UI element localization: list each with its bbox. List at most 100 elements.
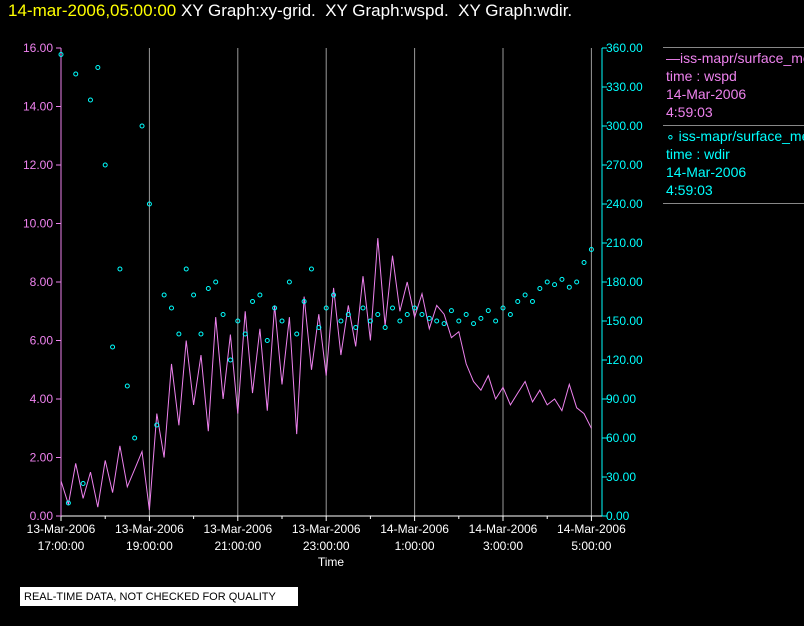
left-tick-label: 2.00 [30, 451, 54, 465]
series-wdir-point [493, 318, 499, 324]
x-tick-time: 5:00:00 [571, 539, 611, 553]
series-wdir-point [529, 299, 535, 304]
series-wdir-point [146, 201, 152, 207]
series-wdir-point [220, 312, 226, 317]
series-wdir-point [581, 260, 587, 265]
series-wdir-point [345, 312, 351, 317]
series-wdir-point [375, 312, 381, 317]
legend-wdir-time: 4:59:03 [666, 182, 713, 198]
series-wdir-point [537, 286, 543, 291]
right-tick-label: 330.00 [606, 80, 643, 94]
series-wdir-point [87, 97, 93, 103]
series-wdir-point [132, 435, 138, 441]
series-wdir-point [456, 318, 462, 324]
legend-divider [663, 203, 804, 204]
series-wdir-point [360, 305, 366, 311]
series-wdir-point [515, 299, 521, 304]
x-tick-date: 14-Mar-2006 [557, 522, 626, 536]
left-tick-label: 14.00 [23, 100, 53, 114]
legend-wdir-source: ∘ iss-mapr/surface_met [666, 128, 804, 144]
series-wdir-point [478, 315, 484, 321]
series-wdir-point [308, 266, 314, 272]
series-wdir-point [58, 52, 64, 57]
series-wdir-point [566, 284, 572, 290]
x-tick-time: 23:00:00 [303, 539, 350, 553]
legend-wdir-date: 14-Mar-2006 [666, 164, 747, 180]
right-tick-label: 150.00 [606, 314, 643, 328]
series-wdir-point [213, 279, 219, 285]
left-tick-label: 10.00 [23, 217, 53, 231]
x-tick-time: 1:00:00 [395, 539, 435, 553]
series-wdir-point [102, 162, 108, 168]
series-wdir-point [264, 338, 270, 343]
title-graphs: XY Graph:xy-grid. XY Graph:wspd. XY Grap… [176, 1, 573, 20]
series-wdir-point [257, 292, 263, 298]
series-wdir-point [250, 299, 256, 304]
left-tick-label: 8.00 [30, 275, 54, 289]
series-wdir-point [404, 312, 410, 317]
series-wdir-point [574, 279, 580, 285]
left-tick-label: 6.00 [30, 334, 54, 348]
series-wdir-point [507, 312, 513, 317]
x-tick-date: 13-Mar-2006 [292, 522, 361, 536]
legend-entry-wdir: ∘ iss-mapr/surface_met time : wdir 14-Ma… [663, 125, 804, 203]
series-wdir-point [272, 305, 278, 311]
x-tick-date: 13-Mar-2006 [115, 522, 184, 536]
x-tick-time: 3:00:00 [483, 539, 523, 553]
series-wspd-line [60, 238, 592, 511]
right-tick-label: 30.00 [606, 470, 636, 484]
left-tick-label: 12.00 [23, 158, 53, 172]
series-wdir-point [161, 292, 167, 298]
right-tick-label: 180.00 [606, 275, 643, 289]
legend: —iss-mapr/surface_met time : wspd 14-Mar… [663, 47, 804, 204]
series-wdir-point [471, 321, 477, 327]
x-tick-date: 13-Mar-2006 [27, 522, 96, 536]
series-wdir-point [397, 318, 403, 324]
x-tick-time: 17:00:00 [38, 539, 85, 553]
series-wdir-point [412, 305, 418, 311]
series-wdir-point [279, 318, 285, 324]
series-wdir-point [559, 276, 565, 282]
legend-wspd-time: 4:59:03 [666, 104, 713, 120]
series-wdir-point [338, 318, 344, 324]
series-wdir-point [191, 292, 197, 298]
series-wdir-point [124, 383, 130, 389]
series-wdir-point [117, 266, 123, 272]
x-axis-label: Time [318, 555, 345, 569]
series-wdir-point [441, 321, 447, 327]
series-wdir-point [139, 123, 145, 129]
series-wdir-point [235, 318, 241, 324]
series-wdir-point [316, 325, 322, 330]
series-wdir-point [522, 292, 528, 298]
series-wdir-point [426, 315, 432, 321]
right-tick-label: 120.00 [606, 353, 643, 367]
legend-wspd-source: —iss-mapr/surface_met [666, 50, 804, 66]
right-tick-label: 90.00 [606, 392, 636, 406]
series-wdir-point [110, 344, 116, 350]
series-wdir-point [434, 318, 440, 324]
left-tick-label: 4.00 [30, 392, 54, 406]
legend-wspd-date: 14-Mar-2006 [666, 86, 747, 102]
series-wdir-point [73, 71, 79, 77]
series-wdir-point [331, 292, 337, 298]
series-wdir-point [176, 331, 182, 337]
series-wdir-point [205, 286, 211, 291]
right-tick-label: 300.00 [606, 119, 643, 133]
series-wdir-point [485, 308, 491, 314]
series-wdir-point [544, 279, 550, 285]
series-wdir-point [419, 312, 425, 317]
series-wdir-point [382, 325, 388, 330]
right-tick-label: 0.00 [606, 509, 630, 523]
graph-title: 14-mar-2006,05:00:00 XY Graph:xy-grid. X… [8, 1, 572, 21]
series-wdir-point [80, 481, 86, 486]
right-tick-label: 60.00 [606, 431, 636, 445]
series-wdir-point [353, 325, 359, 330]
series-wdir-point [294, 331, 300, 337]
x-tick-date: 14-Mar-2006 [380, 522, 449, 536]
x-tick-date: 14-Mar-2006 [469, 522, 538, 536]
legend-wdir-var: time : wdir [666, 146, 730, 162]
series-wdir-point [323, 305, 329, 311]
series-wdir-point [390, 305, 396, 311]
x-tick-time: 21:00:00 [214, 539, 261, 553]
